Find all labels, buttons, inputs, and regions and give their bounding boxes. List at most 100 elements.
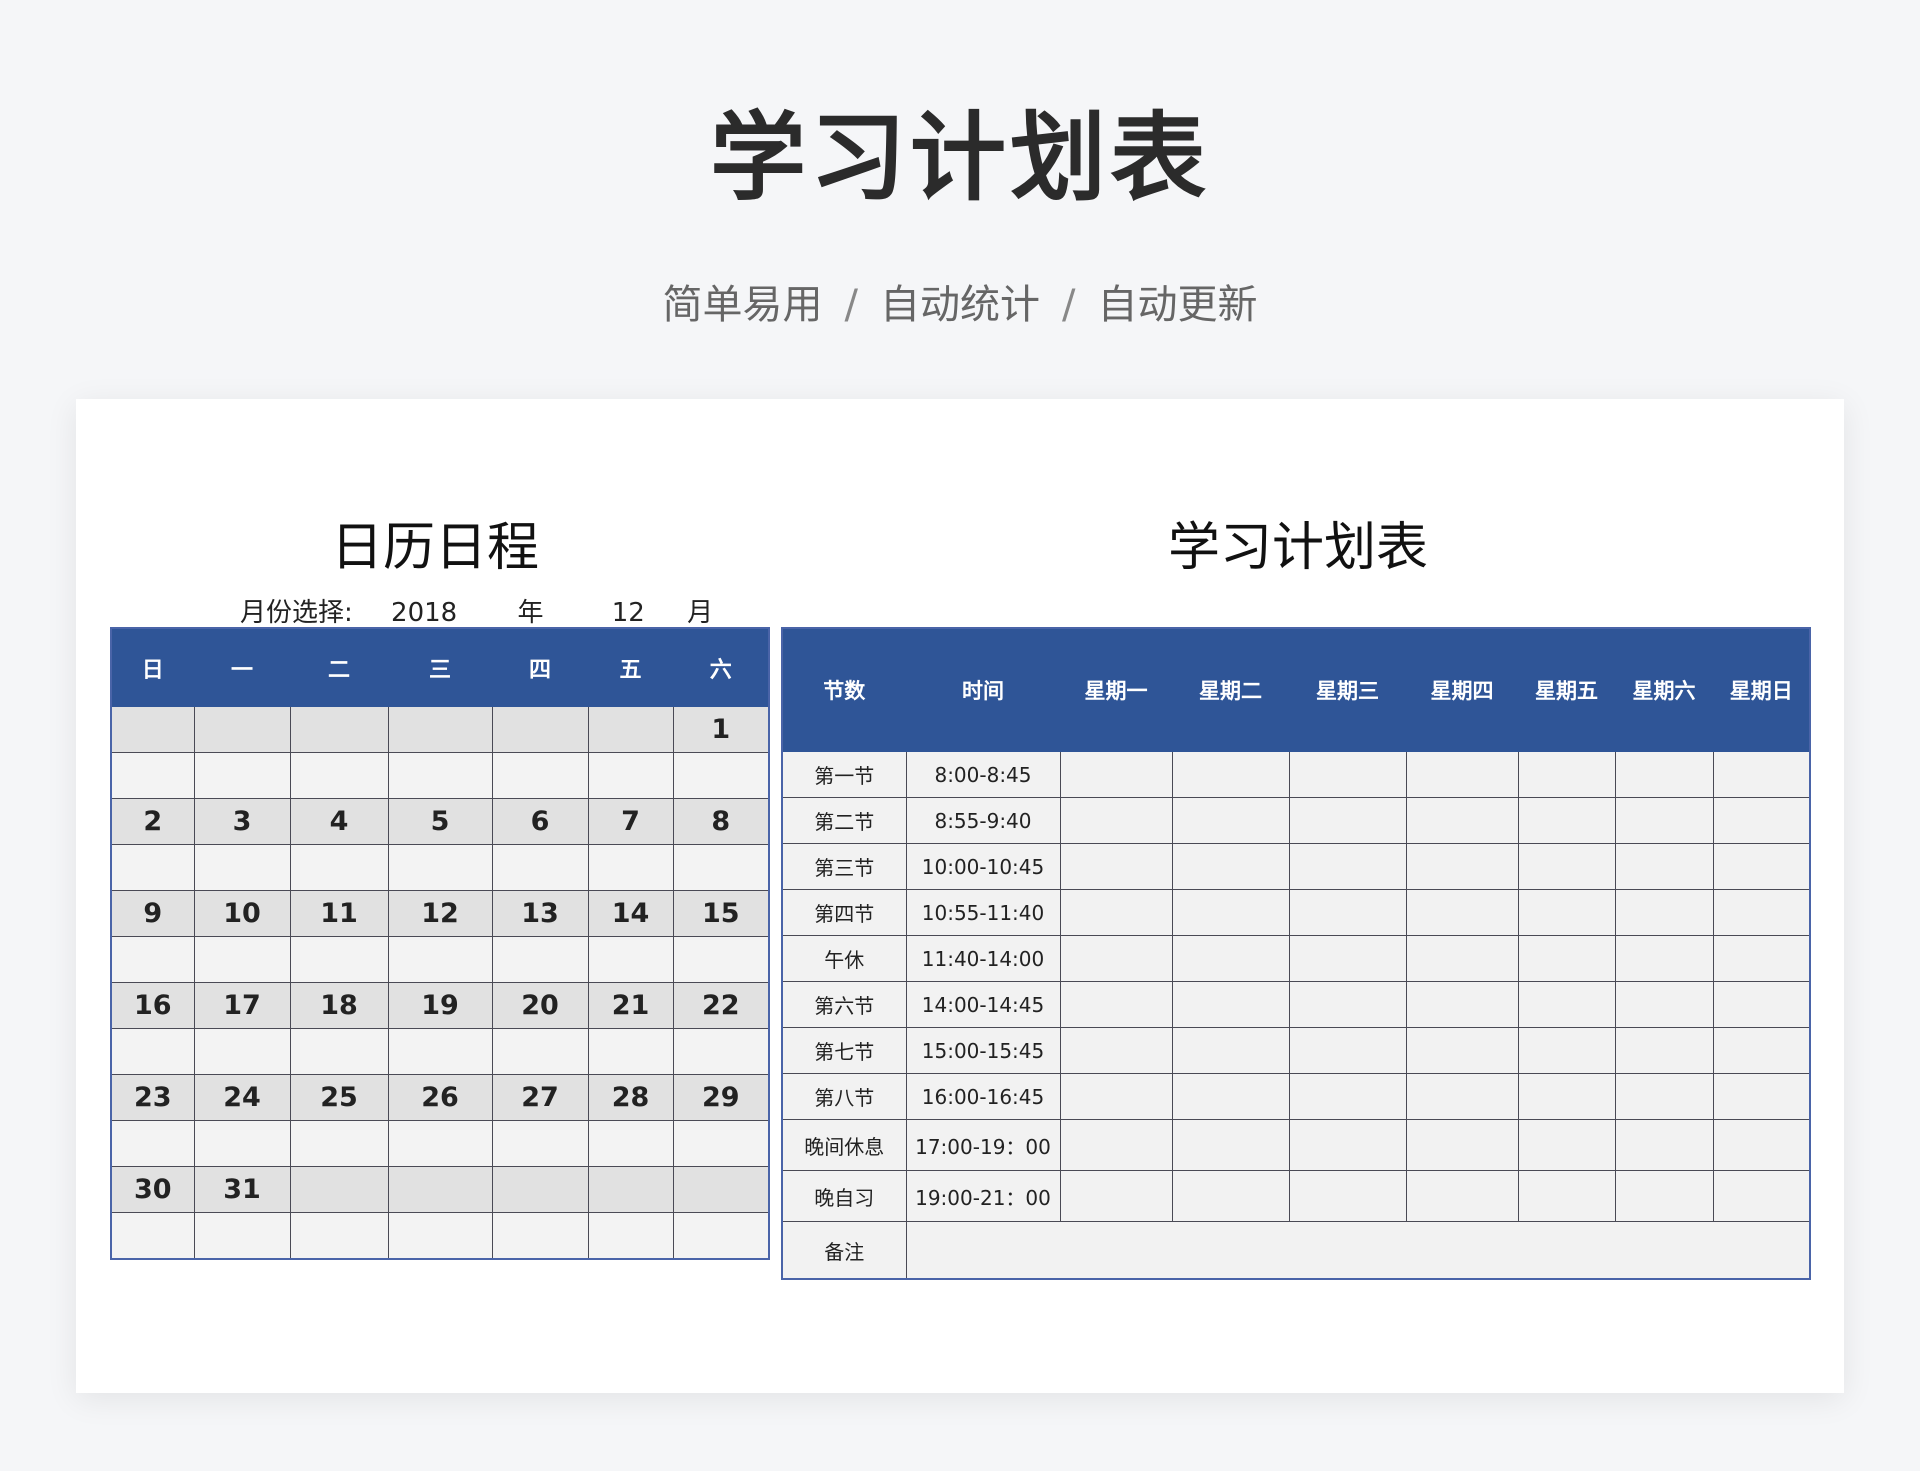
- schedule-cell[interactable]: [1171, 751, 1290, 798]
- calendar-note-cell[interactable]: [193, 1120, 291, 1167]
- calendar-date-cell[interactable]: 31: [193, 1166, 291, 1213]
- schedule-cell[interactable]: [1171, 843, 1290, 890]
- calendar-note-cell[interactable]: [491, 844, 589, 891]
- schedule-cell[interactable]: [1614, 843, 1714, 890]
- calendar-date-cell[interactable]: 8: [672, 798, 770, 845]
- schedule-cell[interactable]: [1171, 935, 1290, 982]
- calendar-date-cell[interactable]: 21: [587, 982, 674, 1029]
- calendar-note-cell[interactable]: [387, 1120, 493, 1167]
- schedule-cell[interactable]: [1614, 1170, 1714, 1222]
- calendar-note-cell[interactable]: [289, 936, 389, 983]
- calendar-note-cell[interactable]: [587, 1120, 674, 1167]
- calendar-date-cell[interactable]: 27: [491, 1074, 589, 1121]
- calendar-note-cell[interactable]: [672, 936, 770, 983]
- schedule-cell[interactable]: [1712, 843, 1811, 890]
- schedule-cell[interactable]: [1405, 935, 1519, 982]
- calendar-date-cell[interactable]: 7: [587, 798, 674, 845]
- schedule-cell[interactable]: [1405, 1119, 1519, 1171]
- calendar-date-cell[interactable]: 11: [289, 890, 389, 937]
- schedule-cell[interactable]: [1712, 981, 1811, 1028]
- schedule-cell[interactable]: [1614, 1073, 1714, 1120]
- calendar-date-cell[interactable]: [491, 706, 589, 753]
- calendar-note-cell[interactable]: [587, 752, 674, 799]
- calendar-note-cell[interactable]: [193, 1212, 291, 1260]
- calendar-note-cell[interactable]: [491, 1120, 589, 1167]
- calendar-date-cell[interactable]: 30: [110, 1166, 195, 1213]
- schedule-cell[interactable]: [1517, 1170, 1616, 1222]
- calendar-note-cell[interactable]: [491, 1028, 589, 1075]
- calendar-date-cell[interactable]: 6: [491, 798, 589, 845]
- calendar-date-cell[interactable]: 4: [289, 798, 389, 845]
- calendar-note-cell[interactable]: [110, 1028, 195, 1075]
- year-value[interactable]: 2018: [391, 598, 458, 628]
- calendar-note-cell[interactable]: [289, 1120, 389, 1167]
- schedule-cell[interactable]: [1614, 751, 1714, 798]
- schedule-cell[interactable]: [1712, 751, 1811, 798]
- calendar-note-cell[interactable]: [587, 1028, 674, 1075]
- schedule-cell[interactable]: [1712, 797, 1811, 844]
- schedule-cell[interactable]: [1614, 797, 1714, 844]
- calendar-note-cell[interactable]: [193, 936, 291, 983]
- schedule-cell[interactable]: [1059, 1073, 1173, 1120]
- month-value[interactable]: 12: [611, 598, 645, 628]
- schedule-cell[interactable]: [1614, 889, 1714, 936]
- calendar-date-cell[interactable]: 3: [193, 798, 291, 845]
- calendar-date-cell[interactable]: 13: [491, 890, 589, 937]
- calendar-date-cell[interactable]: 10: [193, 890, 291, 937]
- calendar-date-cell[interactable]: [587, 706, 674, 753]
- schedule-cell[interactable]: [1405, 1073, 1519, 1120]
- schedule-cell[interactable]: [1405, 751, 1519, 798]
- calendar-note-cell[interactable]: [587, 936, 674, 983]
- schedule-cell[interactable]: [1171, 1073, 1290, 1120]
- schedule-cell[interactable]: [1517, 889, 1616, 936]
- schedule-cell[interactable]: [1059, 1119, 1173, 1171]
- schedule-cell[interactable]: [1614, 1119, 1714, 1171]
- calendar-date-cell[interactable]: 9: [110, 890, 195, 937]
- calendar-note-cell[interactable]: [110, 1212, 195, 1260]
- schedule-cell[interactable]: [1712, 1073, 1811, 1120]
- schedule-cell[interactable]: [1288, 1170, 1407, 1222]
- calendar-note-cell[interactable]: [110, 844, 195, 891]
- calendar-date-cell[interactable]: [387, 1166, 493, 1213]
- calendar-note-cell[interactable]: [289, 752, 389, 799]
- schedule-cell[interactable]: [1517, 751, 1616, 798]
- schedule-cell[interactable]: [1405, 889, 1519, 936]
- schedule-cell[interactable]: [1171, 1119, 1290, 1171]
- calendar-date-cell[interactable]: 25: [289, 1074, 389, 1121]
- schedule-cell[interactable]: [1614, 981, 1714, 1028]
- schedule-cell[interactable]: [1288, 889, 1407, 936]
- calendar-note-cell[interactable]: [491, 1212, 589, 1260]
- calendar-date-cell[interactable]: 2: [110, 798, 195, 845]
- schedule-cell[interactable]: [1059, 1027, 1173, 1074]
- calendar-note-cell[interactable]: [110, 752, 195, 799]
- schedule-cell[interactable]: [1171, 797, 1290, 844]
- calendar-note-cell[interactable]: [289, 1028, 389, 1075]
- calendar-note-cell[interactable]: [193, 844, 291, 891]
- calendar-date-cell[interactable]: 19: [387, 982, 493, 1029]
- calendar-note-cell[interactable]: [289, 1212, 389, 1260]
- notes-cell[interactable]: [905, 1221, 1811, 1280]
- schedule-cell[interactable]: [1288, 751, 1407, 798]
- calendar-date-cell[interactable]: 18: [289, 982, 389, 1029]
- calendar-date-cell[interactable]: 28: [587, 1074, 674, 1121]
- schedule-cell[interactable]: [1288, 843, 1407, 890]
- calendar-note-cell[interactable]: [387, 1028, 493, 1075]
- schedule-cell[interactable]: [1288, 981, 1407, 1028]
- schedule-cell[interactable]: [1614, 935, 1714, 982]
- calendar-note-cell[interactable]: [672, 1028, 770, 1075]
- calendar-date-cell[interactable]: 29: [672, 1074, 770, 1121]
- calendar-note-cell[interactable]: [193, 1028, 291, 1075]
- schedule-cell[interactable]: [1712, 935, 1811, 982]
- schedule-cell[interactable]: [1059, 889, 1173, 936]
- calendar-date-cell[interactable]: [289, 706, 389, 753]
- schedule-cell[interactable]: [1171, 1170, 1290, 1222]
- schedule-cell[interactable]: [1712, 1170, 1811, 1222]
- calendar-note-cell[interactable]: [289, 844, 389, 891]
- schedule-cell[interactable]: [1059, 1170, 1173, 1222]
- calendar-note-cell[interactable]: [672, 844, 770, 891]
- calendar-note-cell[interactable]: [672, 1212, 770, 1260]
- calendar-date-cell[interactable]: [110, 706, 195, 753]
- calendar-note-cell[interactable]: [387, 936, 493, 983]
- calendar-note-cell[interactable]: [110, 1120, 195, 1167]
- schedule-cell[interactable]: [1712, 889, 1811, 936]
